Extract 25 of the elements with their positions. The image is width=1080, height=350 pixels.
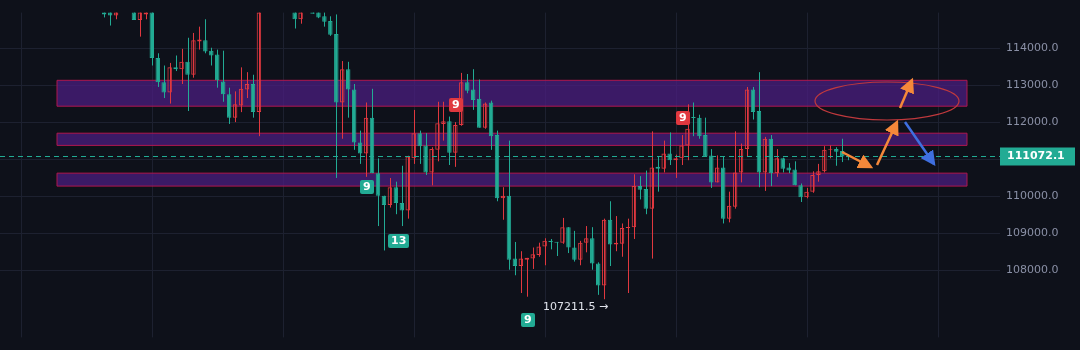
annotation: 107211.5 → (543, 300, 609, 314)
candlestick (185, 37, 190, 112)
candlestick (203, 18, 208, 54)
candlestick (625, 218, 631, 294)
annotation: 9 (676, 111, 690, 125)
y-tick-label: 110000.0 (1006, 188, 1059, 202)
y-tick-label: 108000.0 (1006, 262, 1059, 276)
candlestick (399, 165, 405, 227)
candlestick (798, 183, 803, 203)
ref-line-label: 111072.1 (1007, 149, 1065, 163)
candlestick (161, 65, 166, 99)
candlestick (566, 226, 571, 254)
annotation: 9 (521, 313, 535, 327)
y-tick-label: 109000.0 (1006, 225, 1059, 239)
annotation: 9 (449, 98, 463, 112)
annotation: 13 (388, 234, 410, 248)
candlestick (637, 175, 643, 200)
candlestick (792, 160, 797, 186)
candlestick (572, 230, 577, 263)
y-tick-label: 112000.0 (1006, 114, 1059, 128)
y-tick-label: 114000.0 (1006, 40, 1059, 54)
annotation: 9 (360, 180, 374, 194)
y-tick-label: 113000.0 (1006, 77, 1059, 91)
candlestick (328, 15, 333, 37)
candlestick (697, 114, 702, 140)
